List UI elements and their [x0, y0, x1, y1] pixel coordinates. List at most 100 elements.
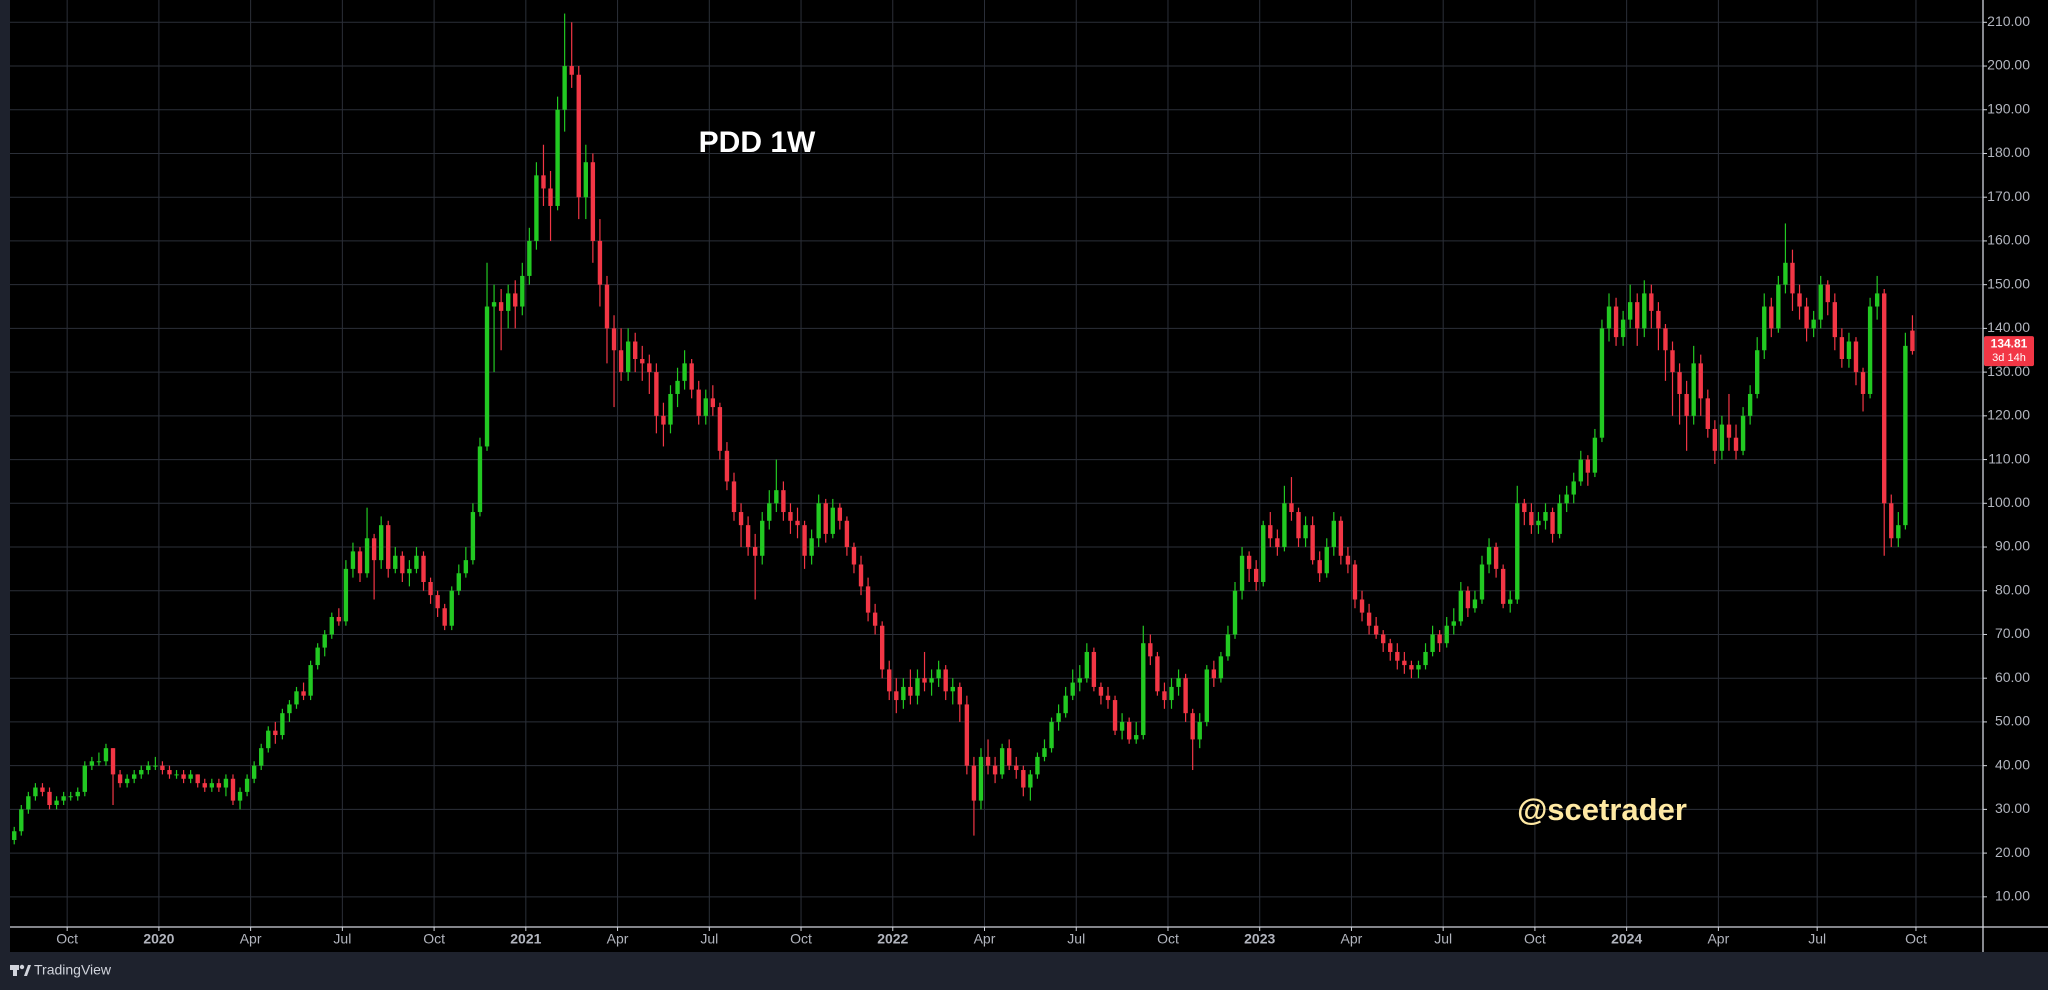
candle-body [1620, 319, 1626, 338]
x-tick-label: 2022 [877, 931, 908, 947]
candle-body [823, 503, 828, 534]
candle-body [851, 547, 857, 565]
candle-body [1712, 428, 1718, 451]
candle-body [456, 573, 461, 591]
candle-body [124, 778, 130, 784]
candle-body [1747, 393, 1753, 416]
candle-body [1042, 748, 1047, 757]
candle-body [181, 774, 186, 779]
candle-body [971, 765, 977, 801]
candle-body [1345, 555, 1351, 565]
candle-body [1910, 330, 1915, 352]
candle-body [336, 616, 342, 622]
x-tick-label: Oct [790, 931, 812, 947]
candle-body [174, 774, 179, 776]
candle-body [1014, 765, 1019, 771]
candle-body [809, 538, 814, 556]
candle-body [1197, 721, 1202, 740]
candle-body [731, 481, 737, 513]
candle-body [781, 490, 786, 513]
candle-body [1049, 721, 1054, 749]
x-tick-label: 2023 [1244, 931, 1275, 947]
last-price: 134.81 [1991, 336, 2028, 350]
candle-body [1606, 306, 1612, 329]
y-tick-label: 40.00 [1995, 756, 2030, 772]
candle-body [1416, 665, 1421, 670]
candle-body [908, 686, 913, 696]
candle-body [237, 791, 243, 801]
x-tick-label: 2020 [143, 931, 174, 947]
candle-body [195, 774, 200, 784]
x-tick-label: Oct [423, 931, 445, 947]
x-tick-label: 2024 [1611, 931, 1642, 947]
candle-body [1649, 293, 1654, 311]
candle-body [470, 512, 476, 561]
candle-body [1755, 350, 1760, 394]
x-tick-label: Apr [240, 931, 262, 947]
candle-body [1395, 651, 1400, 661]
candle-body [879, 625, 885, 670]
candle-body [68, 796, 73, 798]
candle-body [146, 765, 151, 771]
candle-body [555, 109, 560, 206]
candle-body [89, 761, 95, 766]
candle-body [548, 188, 553, 206]
candle-body [1867, 306, 1873, 394]
candle-body [407, 568, 412, 574]
candle-body [1846, 341, 1852, 359]
candle-body [329, 616, 334, 635]
candle-body [752, 547, 758, 556]
x-tick-label: Oct [56, 931, 78, 947]
candle-body [266, 730, 271, 749]
candle-body [1571, 481, 1576, 495]
candle-body [1444, 625, 1449, 644]
candle-body [1493, 547, 1499, 569]
y-tick-label: 50.00 [1995, 713, 2030, 729]
last-price-tag: 134.81 3d 14h [1984, 336, 2034, 367]
candle-body [1359, 599, 1365, 613]
candle-body [1246, 555, 1252, 569]
candle-body [1183, 678, 1188, 714]
candle-body [1261, 525, 1266, 582]
candle-body [745, 525, 751, 548]
brand-name[interactable]: TradingView [34, 962, 112, 978]
candle-body [647, 363, 652, 373]
candle-body [1557, 503, 1562, 534]
candle-body [371, 538, 377, 561]
brand-logo [10, 964, 31, 976]
candle-body [209, 783, 215, 788]
candle-body [1776, 284, 1781, 329]
candle-body [929, 678, 934, 683]
candle-body [1063, 695, 1068, 714]
candle-body [1832, 302, 1838, 338]
candle-body [583, 162, 588, 198]
candle-body [1578, 459, 1583, 482]
candle-body [1797, 293, 1802, 307]
y-tick-label: 90.00 [1995, 538, 2030, 554]
candle-body [506, 293, 511, 311]
candle-body [294, 691, 299, 705]
candle-body [1204, 669, 1209, 722]
x-tick-label: Jul [1808, 931, 1826, 947]
y-tick-label: 160.00 [1987, 232, 2030, 248]
candle-body [1070, 682, 1075, 696]
candle-body [357, 551, 363, 574]
candle-body [139, 770, 144, 775]
candle-body [1338, 520, 1344, 556]
candle-body [435, 595, 440, 609]
x-tick-label: Jul [1434, 931, 1452, 947]
candle-body [477, 446, 483, 513]
candle-body [308, 665, 313, 696]
grid [10, 0, 1983, 927]
candle-body [1642, 293, 1647, 329]
candle-body [590, 162, 596, 241]
candle-body [625, 341, 631, 373]
candle-body [1331, 520, 1336, 548]
candle-body [922, 678, 927, 683]
candle-body [788, 512, 793, 521]
x-tick-label: Jul [700, 931, 718, 947]
candle-body [901, 686, 906, 701]
candle-body [1084, 651, 1090, 679]
candle-body [541, 175, 546, 189]
